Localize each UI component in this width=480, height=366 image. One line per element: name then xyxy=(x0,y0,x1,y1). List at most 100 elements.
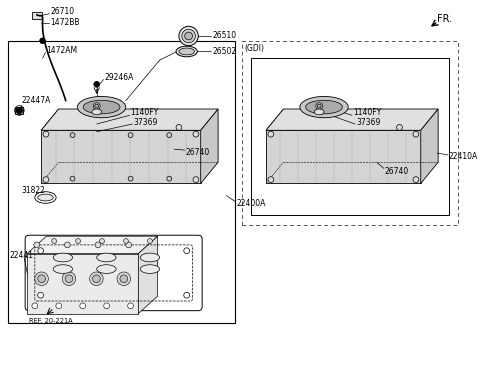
Ellipse shape xyxy=(53,253,72,262)
Polygon shape xyxy=(41,130,201,183)
Circle shape xyxy=(128,176,133,181)
Circle shape xyxy=(35,272,48,285)
Circle shape xyxy=(396,124,402,130)
Circle shape xyxy=(104,303,109,309)
Circle shape xyxy=(126,242,132,248)
Text: 22447A: 22447A xyxy=(21,96,51,105)
Ellipse shape xyxy=(97,253,116,262)
Polygon shape xyxy=(266,109,438,130)
Circle shape xyxy=(16,107,23,114)
Circle shape xyxy=(38,275,46,283)
Circle shape xyxy=(316,103,323,109)
Circle shape xyxy=(64,242,70,248)
Circle shape xyxy=(43,177,49,183)
Circle shape xyxy=(100,239,105,243)
Circle shape xyxy=(70,176,75,181)
Circle shape xyxy=(93,103,100,109)
Polygon shape xyxy=(138,236,157,314)
Circle shape xyxy=(65,275,73,283)
Circle shape xyxy=(413,177,419,183)
Ellipse shape xyxy=(97,265,116,273)
Circle shape xyxy=(184,292,190,298)
Circle shape xyxy=(52,239,57,243)
Bar xyxy=(32,12,42,19)
Circle shape xyxy=(34,242,40,248)
Circle shape xyxy=(95,104,99,108)
Circle shape xyxy=(56,303,61,309)
Bar xyxy=(8,41,235,323)
Ellipse shape xyxy=(83,100,120,114)
Text: 22410A: 22410A xyxy=(449,152,478,161)
Text: 37369: 37369 xyxy=(133,117,158,127)
Circle shape xyxy=(184,248,190,254)
Circle shape xyxy=(167,176,172,181)
Circle shape xyxy=(117,272,131,285)
Text: 26510: 26510 xyxy=(213,31,237,41)
Circle shape xyxy=(268,177,274,183)
Circle shape xyxy=(76,239,81,243)
Circle shape xyxy=(94,82,100,87)
Circle shape xyxy=(128,133,133,138)
Ellipse shape xyxy=(53,265,72,273)
Polygon shape xyxy=(27,254,138,314)
Circle shape xyxy=(147,239,152,243)
Circle shape xyxy=(38,248,44,254)
Ellipse shape xyxy=(92,109,102,115)
Circle shape xyxy=(32,303,38,309)
Circle shape xyxy=(193,131,199,137)
Circle shape xyxy=(40,38,46,44)
Polygon shape xyxy=(421,109,438,183)
Polygon shape xyxy=(41,109,218,130)
Circle shape xyxy=(185,32,192,40)
Circle shape xyxy=(413,131,419,137)
Ellipse shape xyxy=(176,46,197,57)
Text: (GDI): (GDI) xyxy=(245,44,264,53)
Text: FR.: FR. xyxy=(437,14,452,23)
Ellipse shape xyxy=(35,192,56,203)
Polygon shape xyxy=(27,236,157,254)
Circle shape xyxy=(167,133,172,138)
Text: 1140FY: 1140FY xyxy=(131,108,159,117)
Circle shape xyxy=(120,275,128,283)
Bar xyxy=(252,58,449,215)
Ellipse shape xyxy=(38,194,53,201)
Text: 1472BB: 1472BB xyxy=(50,18,80,27)
Text: 37369: 37369 xyxy=(356,117,380,127)
Circle shape xyxy=(268,131,274,137)
Circle shape xyxy=(43,131,49,137)
Circle shape xyxy=(128,303,133,309)
Text: 1472AM: 1472AM xyxy=(47,46,78,55)
Circle shape xyxy=(317,104,321,108)
Text: 22400A: 22400A xyxy=(236,199,265,208)
Text: 26740: 26740 xyxy=(186,147,210,157)
Bar xyxy=(242,41,458,225)
Circle shape xyxy=(38,292,44,298)
Ellipse shape xyxy=(306,100,342,114)
Circle shape xyxy=(70,133,75,138)
Circle shape xyxy=(90,272,103,285)
Ellipse shape xyxy=(300,96,348,118)
Bar xyxy=(15,107,23,114)
FancyBboxPatch shape xyxy=(25,235,202,311)
Circle shape xyxy=(193,177,199,183)
Ellipse shape xyxy=(140,265,159,273)
Text: 1140FY: 1140FY xyxy=(353,108,381,117)
Circle shape xyxy=(95,242,101,248)
Text: REF. 20-221A: REF. 20-221A xyxy=(29,318,72,324)
Text: 26740: 26740 xyxy=(385,167,409,176)
Ellipse shape xyxy=(77,96,126,118)
Text: 26502: 26502 xyxy=(213,47,237,56)
Ellipse shape xyxy=(140,253,159,262)
Ellipse shape xyxy=(179,48,194,55)
Ellipse shape xyxy=(314,109,324,115)
Text: 29246A: 29246A xyxy=(105,73,134,82)
Text: 26710: 26710 xyxy=(50,7,74,16)
Text: 22441: 22441 xyxy=(10,251,34,260)
Circle shape xyxy=(179,26,198,46)
Circle shape xyxy=(176,124,182,130)
Polygon shape xyxy=(266,130,421,183)
Circle shape xyxy=(80,303,85,309)
Text: 31822: 31822 xyxy=(21,186,45,195)
Circle shape xyxy=(182,29,195,43)
Circle shape xyxy=(62,272,76,285)
